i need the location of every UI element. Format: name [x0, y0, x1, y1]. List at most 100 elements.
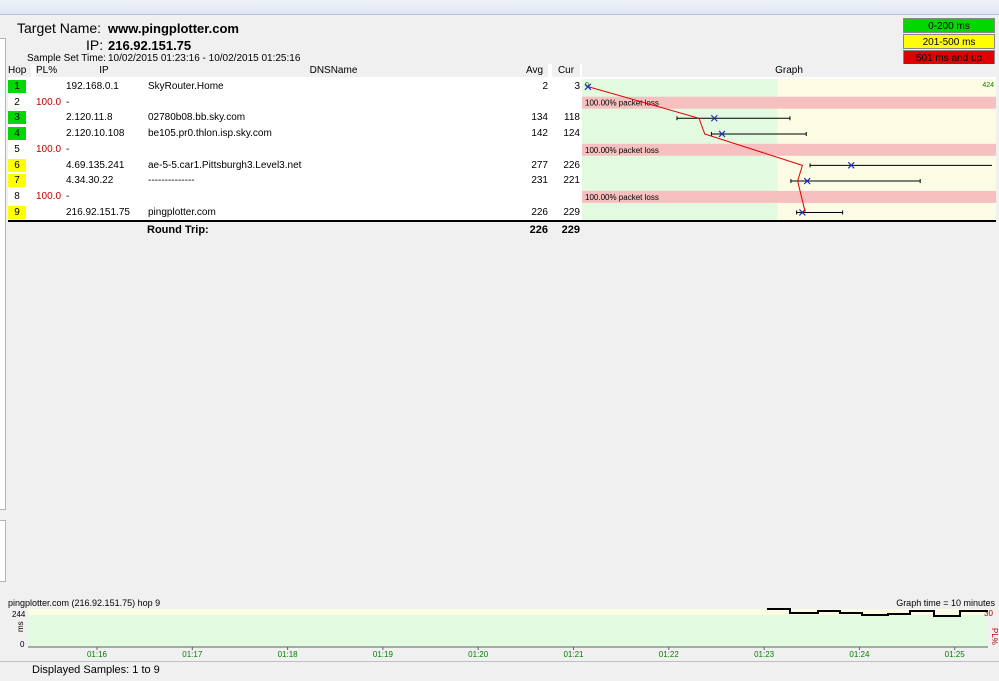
timeline-tick-label: 01:24: [849, 650, 870, 659]
hop-number: 8: [14, 190, 20, 202]
cur-value: 118: [564, 112, 580, 124]
ip-address: -: [66, 143, 70, 155]
ip-address: -: [66, 190, 70, 202]
col-ip[interactable]: IP: [62, 64, 146, 77]
cur-value: [552, 189, 580, 204]
side-panel-lower: [0, 520, 6, 582]
cur-value: [552, 95, 580, 110]
timeline-plot-area: [28, 609, 988, 647]
side-panel-upper: [0, 38, 6, 510]
pl-value: [36, 158, 66, 173]
dns-name: 02780b08.bb.sky.com: [148, 112, 246, 124]
table-row[interactable]: 2 100.0-: [8, 95, 996, 110]
dns-name: SkyRouter.Home: [148, 81, 224, 92]
hop-number: 1: [8, 80, 26, 93]
table-row[interactable]: 3 2.120.11.8 02780b08.bb.sky.com 134 118: [8, 110, 996, 125]
avg-value: 277: [531, 159, 548, 171]
timeline-latency-line: [767, 608, 988, 617]
timeline-y-zero: 0: [20, 640, 25, 649]
dns-name: ae-5-5.car1.Pittsburgh3.Level3.net: [148, 159, 302, 171]
dns-name: [148, 189, 518, 204]
timeline-title: pingplotter.com (216.92.151.75) hop 9: [8, 598, 161, 608]
window-title-strip: [0, 0, 999, 15]
latency-graph[interactable]: 100.00% packet loss 100.00% packet loss 10…: [582, 79, 996, 220]
avg-marker: [710, 114, 718, 122]
table-row[interactable]: 4 2.120.10.108 be105.pr0.thlon.isp.sky.com…: [8, 126, 996, 141]
ip-address: -: [66, 96, 70, 108]
ip-address: 4.34.30.22: [66, 175, 114, 187]
col-cur[interactable]: Cur: [552, 64, 580, 77]
timeline-tick-label: 01:17: [182, 650, 203, 659]
pl-value: [36, 173, 66, 188]
target-name-value: www.pingplotter.com: [108, 21, 239, 36]
avg-value: [521, 142, 548, 157]
hop-number: 5: [14, 143, 20, 155]
pl-value: 100.0: [36, 190, 62, 202]
pl-value: 100.0: [36, 96, 62, 108]
pl-value: [36, 205, 66, 220]
hop-number: 4: [8, 127, 26, 141]
ip-value: 216.92.151.75: [108, 38, 192, 53]
pl-value: [36, 126, 66, 141]
timeline-y-unit: ms: [16, 621, 25, 632]
target-name-label: Target Name:: [17, 20, 102, 36]
round-trip-cur: 229: [561, 224, 580, 236]
col-pl[interactable]: PL%: [36, 64, 62, 77]
packet-loss-band: [582, 190, 996, 203]
avg-marker: [847, 161, 855, 169]
col-graph[interactable]: Graph: [582, 64, 996, 77]
table-row[interactable]: 6 4.69.135.241 ae-5-5.car1.Pittsburgh3.Lev…: [8, 158, 996, 173]
legend-red: 501 ms and up: [903, 50, 995, 65]
dns-name: --------------: [148, 175, 195, 187]
table-row[interactable]: 1 192.168.0.1 SkyRouter.Home 2 3: [8, 79, 996, 94]
avg-value: 2: [542, 81, 548, 92]
avg-value: [521, 189, 548, 204]
ip-address: 216.92.151.75: [66, 206, 130, 218]
table-row[interactable]: 5 100.0-: [8, 142, 996, 157]
dns-name: [148, 95, 518, 110]
timeline-tick-label: 01:23: [754, 650, 775, 659]
displayed-samples: Displayed Samples: 1 to 9: [32, 664, 160, 676]
dns-name: be105.pr0.thlon.isp.sky.com: [148, 128, 272, 140]
col-dns[interactable]: DNSName: [146, 64, 521, 77]
hop-number: 7: [8, 174, 26, 188]
avg-value: [521, 95, 548, 110]
dns-name: pingplotter.com: [148, 206, 216, 218]
timeline-chart[interactable]: 244 ms 0 30 PL% 01:16 01:17 01:18 01:19 01:20 01:2…: [0, 606, 999, 662]
col-avg[interactable]: Avg: [521, 64, 548, 77]
legend-green: 0-200 ms: [903, 18, 995, 33]
cur-value: [552, 142, 580, 157]
cur-value: 3: [574, 81, 580, 92]
avg-value: 142: [531, 128, 548, 140]
packet-loss-band: [582, 96, 996, 109]
col-hop[interactable]: Hop: [8, 64, 31, 77]
table-row[interactable]: 8 100.0-: [8, 189, 996, 204]
packet-loss-label: 100.00% packet loss: [585, 193, 659, 202]
graph-time-label[interactable]: Graph time = 10 minutes: [896, 598, 995, 608]
pl-value: [36, 79, 66, 94]
table-row[interactable]: 7 4.34.30.22 -------------- 231 221: [8, 173, 996, 188]
timeline-y-max: 244: [12, 610, 26, 619]
cur-value: 226: [563, 159, 580, 171]
avg-marker: [584, 83, 592, 91]
avg-marker: [803, 177, 811, 185]
timeline-tick-label: 01:22: [659, 650, 680, 659]
table-row[interactable]: 9 216.92.151.75 pingplotter.com 226 229: [8, 205, 996, 220]
timeline-tick-label: 01:18: [278, 650, 299, 659]
timeline-pl-unit: PL%: [990, 628, 999, 645]
timeline-top-band: [28, 609, 988, 615]
hop-number: 3: [8, 111, 26, 125]
timeline-tick-label: 01:21: [563, 650, 584, 659]
legend-yellow: 201-500 ms: [903, 34, 995, 49]
hop-number: 6: [8, 158, 26, 172]
avg-value: 134: [531, 112, 548, 124]
cur-value: 124: [563, 128, 580, 140]
sample-set-label: Sample Set Time:: [27, 53, 106, 64]
ip-address: 192.168.0.1: [66, 81, 119, 92]
round-trip-avg: 226: [529, 224, 548, 236]
avg-value: 231: [531, 175, 548, 187]
sample-set-value: 10/02/2015 01:23:16 - 10/02/2015 01:25:1…: [108, 53, 301, 64]
round-trip-label: Round Trip:: [147, 224, 209, 236]
timeline-tick-label: 01:25: [945, 650, 966, 659]
dns-name: [148, 142, 518, 157]
